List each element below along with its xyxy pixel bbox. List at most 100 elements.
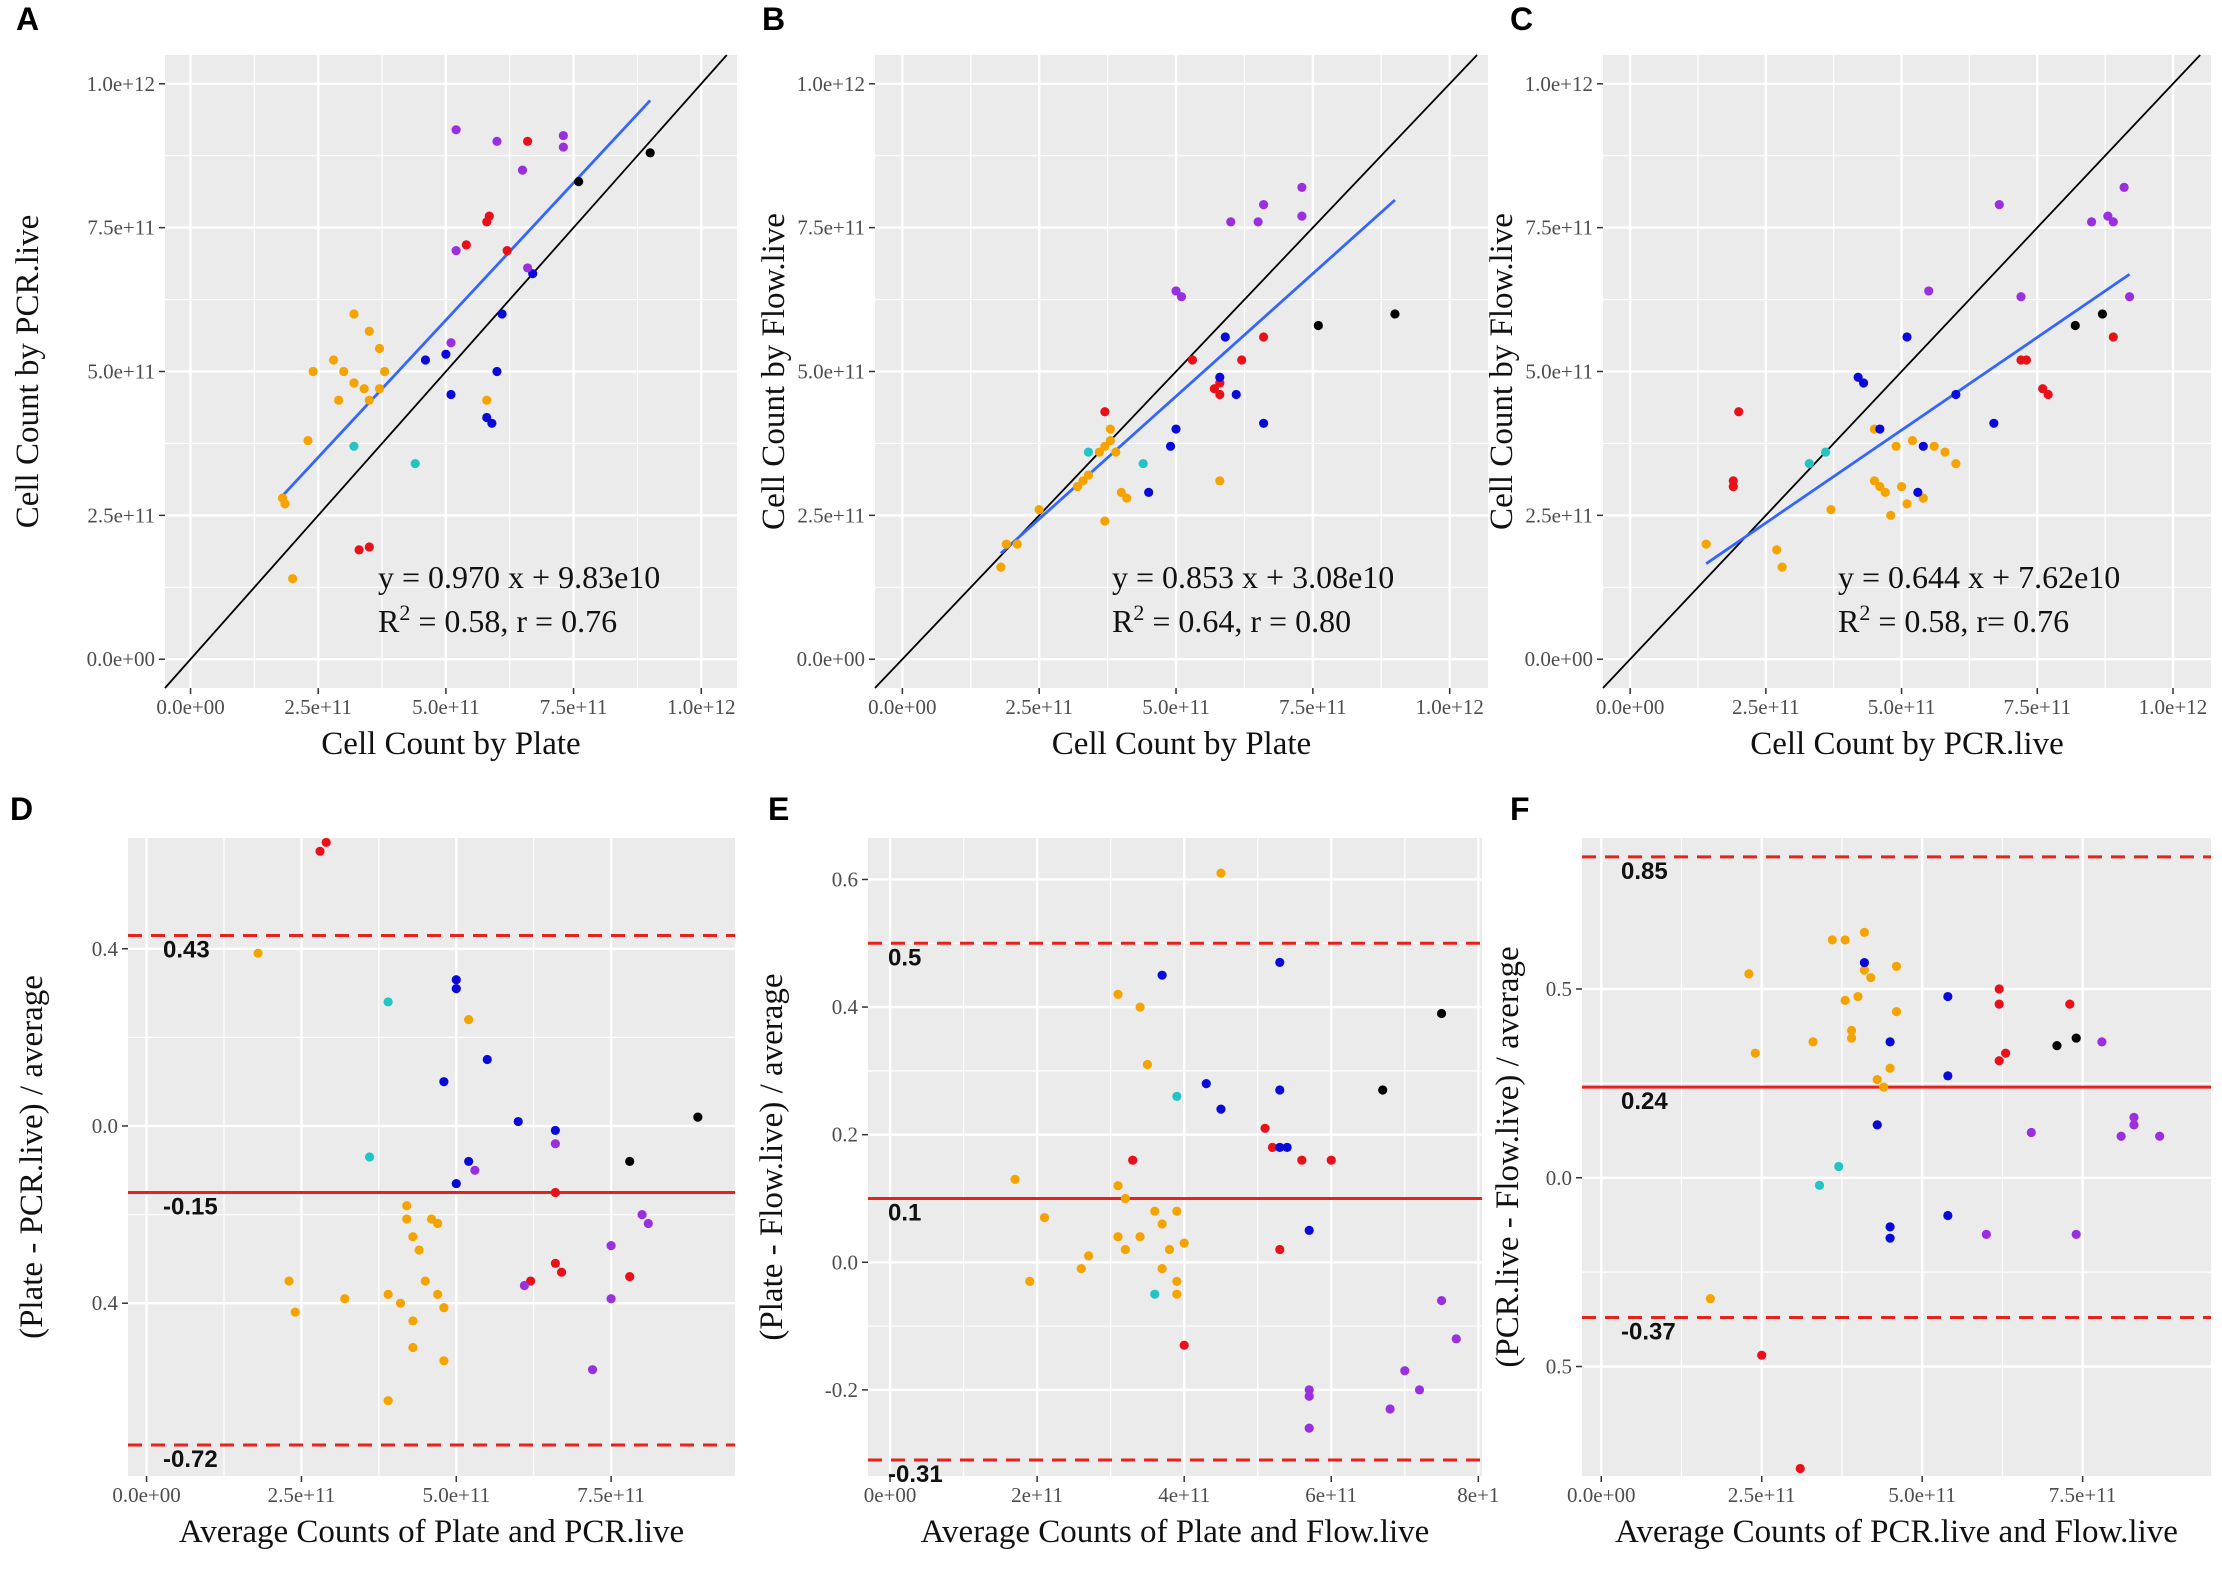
x-axis-label: Cell Count by Plate — [321, 726, 580, 762]
panel-d: 0.0e+00 2.5e+11 5.0e+11 7.5e+110.40.00.40.4… — [10, 791, 735, 1550]
data-point-purple — [1981, 1229, 1991, 1239]
data-point-blue — [1144, 487, 1154, 497]
data-point-teal — [364, 1152, 375, 1162]
data-point-purple — [1297, 211, 1307, 221]
data-point-blue — [1885, 1233, 1895, 1243]
y-axis: 0.0e+00 2.5e+11 5.0e+11 7.5e+11 1.0e+12 — [797, 72, 875, 671]
data-point-orange — [1853, 991, 1863, 1002]
data-point-red — [1128, 1155, 1138, 1165]
data-point-orange — [408, 1232, 418, 1242]
data-point-orange — [1078, 476, 1088, 486]
data-point-teal — [410, 458, 420, 469]
x-tick-label: 1.0e+12 — [2139, 695, 2207, 719]
panel-letter: A — [16, 1, 39, 37]
y-tick-label: 0.0e+00 — [797, 647, 865, 671]
data-point-blue — [487, 418, 497, 428]
data-point-orange — [996, 562, 1006, 572]
data-point-blue — [1258, 418, 1269, 428]
data-point-orange — [1105, 424, 1115, 434]
data-point-orange — [308, 366, 318, 377]
x-tick-label: 5.0e+11 — [1888, 1483, 1956, 1507]
data-point-orange — [1840, 935, 1850, 945]
data-points — [1705, 927, 2165, 1474]
data-point-purple — [519, 1280, 530, 1291]
x-axis-label: Average Counts of PCR.live and Flow.live — [1615, 1514, 2178, 1550]
data-point-purple — [2129, 1120, 2139, 1130]
minor-grid — [1582, 838, 2211, 1476]
data-point-purple — [2108, 217, 2118, 227]
data-point-orange — [1827, 935, 1837, 945]
data-point-blue — [439, 1077, 449, 1087]
data-point-purple — [606, 1241, 616, 1251]
data-point-red — [321, 837, 331, 848]
data-point-black — [693, 1112, 703, 1122]
data-point-blue — [1157, 970, 1167, 980]
reference-line-label: 0.43 — [163, 936, 210, 963]
data-point-red — [1734, 407, 1744, 417]
regression-equation: y = 0.644 x + 7.62e10 — [1838, 559, 2120, 595]
data-point-orange — [340, 1294, 350, 1304]
data-point-red — [364, 542, 374, 552]
data-point-purple — [2129, 1112, 2139, 1122]
data-point-black — [1436, 1008, 1447, 1019]
x-tick-label: 2.5e+11 — [1005, 695, 1073, 719]
data-point-black — [2070, 320, 2080, 331]
data-point-blue — [513, 1116, 523, 1127]
data-point-orange — [1940, 447, 1950, 457]
data-point-red — [625, 1272, 635, 1282]
y-tick-label: 0.0 — [1546, 1166, 1572, 1190]
x-tick-label: 7.5e+11 — [577, 1483, 645, 1507]
data-point-orange — [482, 395, 492, 405]
data-point-orange — [334, 395, 344, 405]
y-axis: 0.5 0.0 0.5 — [1546, 977, 1582, 1379]
data-point-orange — [1120, 1193, 1130, 1204]
data-point-purple — [1304, 1385, 1314, 1395]
x-tick-label: 0.0e+00 — [1596, 695, 1664, 719]
data-point-red — [550, 1258, 560, 1268]
data-point-purple — [1253, 217, 1263, 227]
data-point-blue — [1201, 1079, 1211, 1089]
x-tick-label: 7.5e+11 — [2049, 1483, 2117, 1507]
y-tick-label: 0.4 — [832, 995, 859, 1019]
regression-equation: y = 0.970 x + 9.83e10 — [378, 559, 660, 595]
data-point-blue — [1216, 1104, 1226, 1114]
data-point-orange — [1113, 1232, 1123, 1242]
data-point-orange — [1896, 481, 1907, 492]
y-axis-label: (PCR.live - Flow.live) / average — [1490, 946, 1526, 1367]
y-tick-label: -0.2 — [825, 1378, 858, 1402]
data-point-purple — [1304, 1423, 1314, 1433]
data-point-teal — [1814, 1180, 1825, 1190]
data-point-black — [2052, 1041, 2062, 1051]
data-point-orange — [1076, 1264, 1086, 1274]
data-point-red — [1326, 1155, 1336, 1165]
data-point-orange — [1164, 1244, 1175, 1255]
data-point-black — [574, 177, 584, 187]
data-point-red — [1994, 984, 2004, 994]
x-tick-label: 5.0e+11 — [1142, 695, 1210, 719]
y-tick-label: 5.0e+11 — [87, 360, 155, 384]
data-point-blue — [1859, 957, 1870, 968]
data-point-red — [1215, 389, 1225, 400]
data-point-red — [550, 1187, 560, 1198]
data-point-orange — [1891, 961, 1902, 971]
data-point-blue — [1171, 424, 1181, 434]
data-point-orange — [328, 355, 339, 365]
data-point-teal — [1834, 1161, 1844, 1172]
data-point-red — [2108, 332, 2118, 342]
data-point-purple — [2119, 182, 2129, 192]
x-tick-label: 2.5e+11 — [1728, 1483, 1796, 1507]
data-point-orange — [284, 1276, 294, 1286]
panel-letter: F — [1510, 791, 1530, 827]
data-point-orange — [253, 948, 263, 958]
data-point-red — [354, 545, 364, 555]
data-point-orange — [1216, 868, 1226, 878]
data-point-orange — [1113, 989, 1123, 999]
data-point-orange — [1113, 1181, 1123, 1191]
data-point-purple — [1385, 1404, 1395, 1414]
data-point-blue — [451, 975, 461, 985]
data-point-blue — [451, 984, 461, 994]
data-point-orange — [1120, 1244, 1130, 1255]
data-point-blue — [1872, 1120, 1882, 1130]
y-tick-label: 2.5e+11 — [1525, 503, 1593, 527]
